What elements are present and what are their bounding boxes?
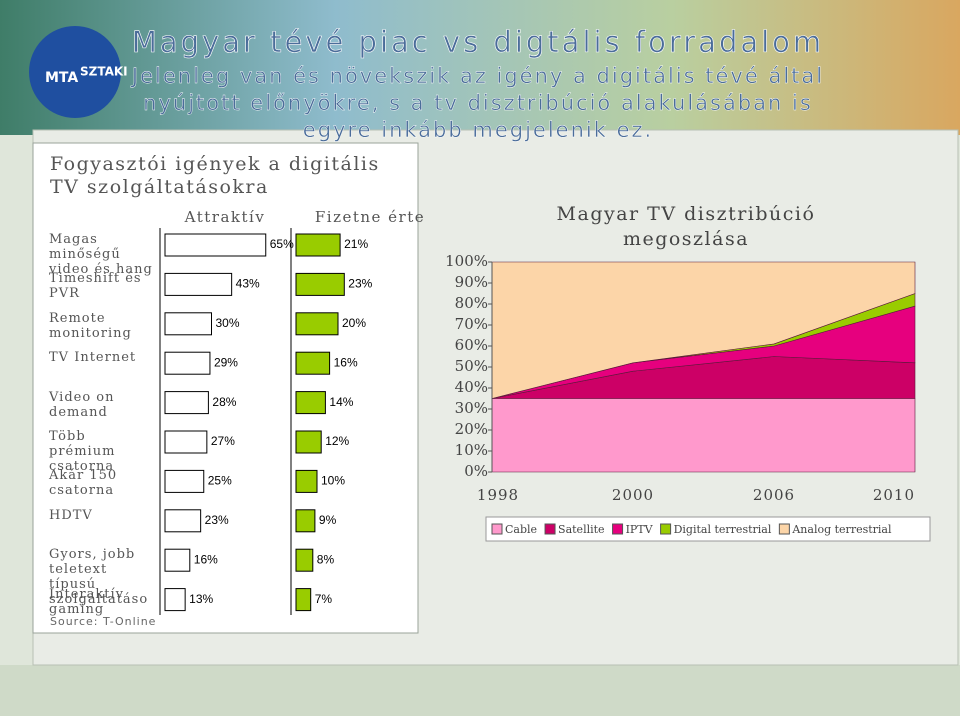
- value-label: 23%: [348, 277, 372, 291]
- y-tick-label: 30%: [455, 399, 488, 417]
- legend-label: Satellite: [558, 523, 605, 536]
- y-tick-label: 70%: [455, 315, 488, 333]
- value-label: 14%: [329, 395, 353, 409]
- bar: [295, 272, 345, 296]
- category-label: Interaktív gaming: [49, 586, 124, 617]
- bar: [164, 272, 233, 296]
- y-tick-label: 80%: [455, 294, 488, 312]
- bar: [295, 509, 316, 533]
- legend-swatch: [660, 523, 672, 535]
- y-tick-label: 60%: [455, 336, 488, 354]
- source-note: Source: T-Online: [50, 615, 156, 628]
- series-header: Fizetne érte: [315, 208, 425, 226]
- value-label: 30%: [216, 316, 240, 330]
- legend-swatch: [612, 523, 624, 535]
- category-label: Akár 150 csatorna: [49, 468, 118, 499]
- y-tick-label: 100%: [445, 252, 488, 270]
- value-label: 7%: [315, 592, 333, 606]
- slide-title: Magyar tévé piac vs digtális forradalom: [132, 25, 824, 59]
- legend-swatch: [778, 523, 790, 535]
- area: [491, 398, 916, 473]
- y-tick-label: 0%: [464, 462, 488, 480]
- legend-box: [485, 516, 931, 542]
- bar: [164, 391, 209, 415]
- value-label: 12%: [325, 434, 349, 448]
- logo-text: SZTAKI: [80, 65, 128, 79]
- slide-subtitle: nyújtott előnyökre, s a tv disztribúció …: [143, 91, 813, 115]
- slide-subtitle: egyre inkább megjelenik ez.: [303, 118, 653, 142]
- bar: [164, 548, 191, 572]
- category-label: Video on demand: [49, 389, 115, 420]
- category-label: Remote monitoring: [49, 310, 132, 341]
- bar: [164, 588, 186, 612]
- chart-title: megoszlása: [623, 228, 749, 250]
- x-tick-label: 1998: [477, 486, 519, 504]
- x-tick-label: 2006: [753, 486, 795, 504]
- value-label: 27%: [211, 434, 235, 448]
- value-label: 20%: [342, 316, 366, 330]
- category-label: HDTV: [49, 507, 93, 523]
- x-tick-label: 2000: [612, 486, 654, 504]
- legend-label: Digital terrestrial: [674, 523, 772, 536]
- bar: [295, 430, 322, 454]
- x-tick-label: 2010: [873, 486, 915, 504]
- chart-title: TV szolgáltatásokra: [50, 176, 269, 198]
- bar: [295, 391, 326, 415]
- value-label: 28%: [212, 395, 236, 409]
- bar: [164, 469, 205, 493]
- value-label: 10%: [321, 474, 345, 488]
- bar: [164, 509, 202, 533]
- y-tick-label: 10%: [455, 441, 488, 459]
- bar: [164, 233, 267, 257]
- value-label: 29%: [214, 355, 238, 369]
- category-label: TV Internet: [49, 350, 137, 366]
- y-tick-label: 50%: [455, 357, 488, 375]
- value-label: 25%: [208, 474, 232, 488]
- y-tick-label: 90%: [455, 273, 488, 291]
- value-label: 9%: [319, 513, 337, 527]
- y-tick-label: 20%: [455, 420, 488, 438]
- category-label: Magas minőségű video és hang: [49, 232, 153, 277]
- bar: [164, 351, 211, 375]
- area: [491, 261, 916, 399]
- y-tick-label: 40%: [455, 378, 488, 396]
- legend-label: IPTV: [626, 523, 654, 536]
- bar: [295, 351, 331, 375]
- left-panel: [32, 142, 419, 634]
- category-label: Több prémium csatorna: [49, 429, 116, 474]
- legend-swatch: [544, 523, 556, 535]
- value-label: 8%: [317, 552, 335, 566]
- footer-band: [0, 665, 960, 716]
- value-label: 23%: [205, 513, 229, 527]
- value-label: 65%: [270, 237, 294, 251]
- chart-title: Fogyasztói igények a digitális: [50, 153, 380, 175]
- bar: [164, 430, 208, 454]
- logo-text: MTA: [45, 70, 78, 86]
- legend-label: Analog terrestrial: [791, 523, 892, 536]
- slide-subtitle: Jelenleg van és növekszik az igény a dig…: [130, 64, 824, 88]
- value-label: 13%: [189, 592, 213, 606]
- logo: [29, 26, 121, 118]
- legend-swatch: [491, 523, 503, 535]
- value-label: 16%: [334, 355, 358, 369]
- category-label: Timeshift és PVR: [49, 271, 142, 302]
- category-label: Gyors, jobb teletext típusú szolgáltatás…: [49, 547, 149, 608]
- bar: [295, 469, 318, 493]
- value-label: 21%: [344, 237, 368, 251]
- series-header: Attraktív: [184, 208, 266, 226]
- header-band: [0, 0, 960, 135]
- legend-label: Cable: [505, 523, 537, 536]
- chart-title: Magyar TV disztribúció: [557, 203, 816, 225]
- bar: [164, 312, 212, 336]
- bar: [295, 233, 341, 257]
- value-label: 43%: [236, 277, 260, 291]
- bar: [295, 548, 314, 572]
- value-label: 16%: [194, 552, 218, 566]
- bar: [295, 312, 339, 336]
- bar: [295, 588, 312, 612]
